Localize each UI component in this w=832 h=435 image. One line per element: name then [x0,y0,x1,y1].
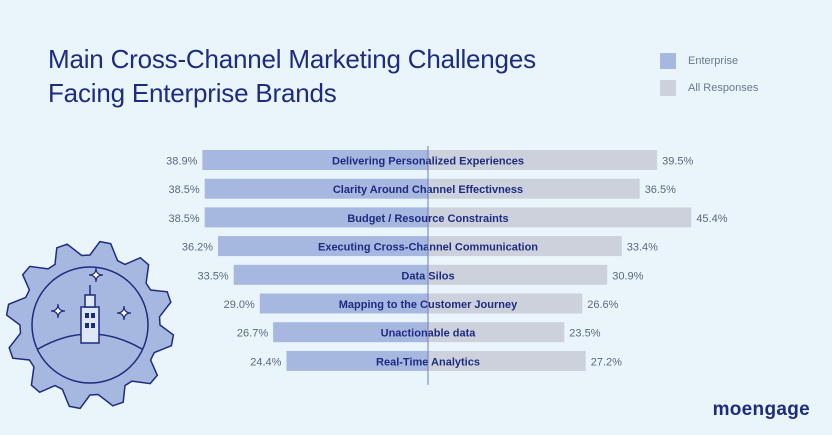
bar-all-responses [428,350,586,371]
chart-title-line-2: Facing Enterprise Brands [48,78,337,108]
bar-enterprise [218,236,428,257]
value-label-enterprise: 24.4% [250,356,281,368]
value-label-all-responses: 27.2% [591,356,622,368]
bar-enterprise [286,350,428,371]
bar-all-responses [428,150,658,170]
legend-swatch-all-responses [660,80,676,96]
bar-all-responses [428,178,640,199]
value-label-all-responses: 45.4% [696,213,727,225]
bar-enterprise [233,264,428,285]
value-label-enterprise: 38.5% [168,184,199,196]
value-label-all-responses: 33.4% [627,242,658,254]
chart-title: Main Cross-Channel Marketing Challenges … [48,42,608,110]
bar-all-responses [428,293,583,314]
sparkle-icon [50,303,66,319]
tower-window [91,323,95,328]
bar-all-responses [428,322,565,343]
legend-item-enterprise: Enterprise [660,50,758,72]
bar-enterprise [273,322,428,343]
tower-window [85,323,89,328]
value-label-all-responses: 26.6% [587,299,618,311]
value-label-enterprise: 26.7% [237,328,268,340]
value-label-all-responses: 23.5% [569,328,600,340]
value-label-all-responses: 36.5% [645,184,676,196]
legend-label-enterprise: Enterprise [688,55,739,67]
chart-title-line-1: Main Cross-Channel Marketing Challenges [48,44,536,74]
bar-enterprise [204,178,428,199]
value-label-all-responses: 30.9% [612,270,643,282]
legend-item-all-responses: All Responses [660,77,758,99]
sparkle-icon [88,267,104,283]
value-label-enterprise: 38.9% [166,156,197,168]
value-label-enterprise: 33.5% [197,270,228,282]
bar-enterprise [259,293,428,314]
bar-all-responses [428,264,608,285]
brand-logo: moengage [712,399,810,420]
legend-label-all-responses: All Responses [688,82,759,94]
value-label-all-responses: 39.5% [662,156,693,168]
value-label-enterprise: 38.5% [168,213,199,225]
tower-window [91,313,95,318]
bar-all-responses [428,207,692,228]
legend: Enterprise All Responses [660,50,758,104]
value-label-enterprise: 29.0% [224,299,255,311]
tower-window [85,313,89,318]
sparkle-icon [116,305,132,321]
legend-swatch-enterprise [660,53,676,69]
value-label-enterprise: 36.2% [182,242,213,254]
bar-enterprise [204,207,428,228]
bar-enterprise [202,150,428,170]
bar-all-responses [428,236,622,257]
